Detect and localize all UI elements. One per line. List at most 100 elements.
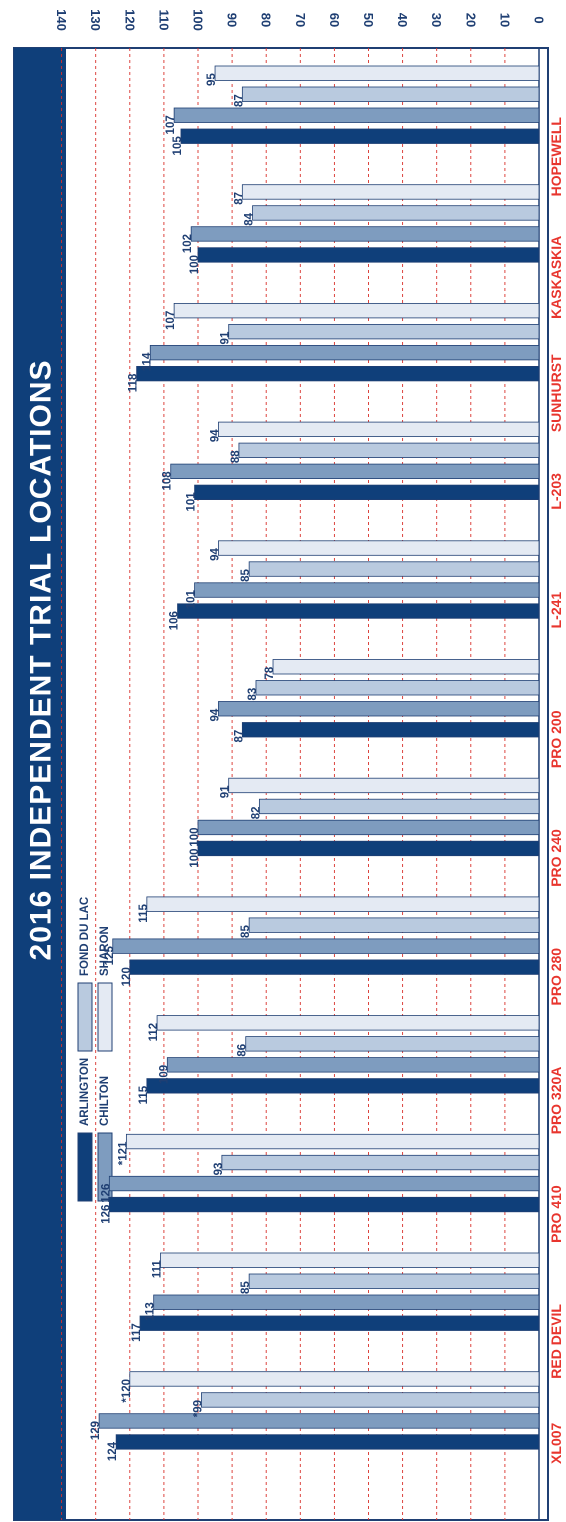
- legend-label: CHILTON: [99, 1076, 111, 1126]
- y-tick-label-top: 0: [532, 16, 547, 23]
- bar-value-label: 87: [233, 94, 245, 107]
- bar: [218, 421, 540, 438]
- bar-value-label: 111: [151, 1260, 163, 1279]
- legend-swatch: [77, 982, 93, 1052]
- bar: [146, 1078, 540, 1094]
- bar-value-label: 115: [138, 1085, 150, 1104]
- bar-value-label: 91: [220, 785, 232, 798]
- bar: [139, 1315, 540, 1331]
- bar-value-label: 100: [189, 827, 201, 846]
- bar: [197, 840, 540, 857]
- bar: [252, 205, 540, 221]
- y-tick-label-top: 100: [191, 9, 206, 31]
- bar: [112, 938, 540, 954]
- bar: [190, 226, 540, 242]
- bar: [197, 247, 540, 263]
- bar-value-label: 120: [121, 967, 133, 986]
- bar-value-label: 108: [162, 471, 174, 491]
- bar-value-label: 94: [209, 547, 221, 560]
- bar: [108, 1175, 540, 1192]
- bar: [194, 582, 540, 598]
- bar: [166, 1057, 540, 1073]
- bar: [258, 798, 540, 815]
- bar-value-label: 78: [264, 666, 276, 679]
- y-tick-label-top: 30: [429, 13, 444, 27]
- bar-value-label: 91: [220, 331, 232, 344]
- bar-value-label: 87: [233, 730, 245, 743]
- title-band: [14, 48, 66, 1520]
- bar-value-label: 126: [100, 1205, 112, 1224]
- bar: [245, 1036, 540, 1052]
- legend-label: ARLINGTON: [79, 1058, 91, 1126]
- bar: [201, 1392, 540, 1408]
- category-label: SUNHURST: [548, 354, 564, 432]
- bar: [241, 86, 540, 102]
- bar: [238, 442, 540, 459]
- category-label: RED DEVIL: [548, 1304, 564, 1379]
- bar-value-label: 113: [145, 1302, 157, 1321]
- bar: [255, 680, 540, 696]
- bar: [228, 323, 540, 340]
- bar-value-label: 85: [240, 1281, 252, 1294]
- y-tick-label-top: 130: [88, 9, 103, 31]
- category-label: PRO 200: [548, 710, 564, 768]
- y-tick-label-top: 10: [497, 13, 512, 27]
- bar: [218, 701, 540, 717]
- bar-value-label: 107: [165, 115, 177, 134]
- bar-value-label: *121: [117, 1141, 129, 1165]
- legend: ARLINGTON CHILTON FOND DU LAC SHARON: [77, 897, 113, 1202]
- bar: [214, 65, 540, 81]
- category-label: L-241: [548, 592, 564, 629]
- bar-value-label: 95: [206, 73, 218, 86]
- bar: [153, 1294, 540, 1310]
- bar: [241, 184, 540, 200]
- bar: [170, 463, 540, 480]
- bar-value-label: 85: [240, 568, 252, 581]
- bar: [125, 1133, 540, 1150]
- bar-value-label: 94: [209, 429, 221, 442]
- legend-label: SHARON: [99, 926, 111, 976]
- bar-value-label: 106: [169, 611, 181, 630]
- bar: [146, 896, 540, 912]
- bar-value-label: 107: [165, 311, 177, 330]
- legend-label: FOND DU LAC: [79, 897, 91, 976]
- bar-value-label: 118: [128, 373, 140, 392]
- y-tick-label-top: 120: [122, 9, 137, 31]
- category-label: XL007: [548, 1422, 564, 1463]
- bar: [160, 1252, 540, 1268]
- category-label: PRO 280: [548, 948, 564, 1006]
- bar: [218, 540, 540, 556]
- bar-value-label: 88: [230, 450, 242, 463]
- y-tick-label-top: 70: [293, 13, 308, 27]
- bar-value-label: 112: [148, 1023, 160, 1042]
- y-tick-label-top: 140: [54, 9, 69, 31]
- bar: [248, 917, 540, 933]
- category-label: PRO 240: [548, 829, 564, 887]
- bar: [272, 659, 540, 675]
- chart-title: 2016 INDEPENDENT TRIAL LOCATIONS: [25, 360, 58, 961]
- y-tick-label-top: 40: [395, 13, 410, 27]
- bar: [115, 1434, 540, 1450]
- bar-value-label: 101: [186, 589, 198, 609]
- bar-value-label: 86: [237, 1044, 249, 1057]
- bar: [173, 302, 540, 319]
- category-label: PRO 320A: [548, 1067, 564, 1135]
- bar: [108, 1196, 540, 1213]
- y-tick-label-top: 20: [463, 13, 478, 27]
- bar-value-label: 93: [213, 1163, 225, 1176]
- y-tick-label-top: 90: [225, 13, 240, 27]
- bar: [98, 1413, 540, 1429]
- bar-value-label: 117: [131, 1323, 143, 1342]
- category-label: L-203: [548, 473, 564, 510]
- bar: [248, 1273, 540, 1289]
- bar-value-label: 125: [104, 946, 116, 966]
- bar-value-label: 87: [233, 192, 245, 205]
- bar-value-label: 105: [172, 136, 184, 156]
- legend-swatch: [77, 1132, 93, 1202]
- bar-value-label: *99: [192, 1400, 204, 1417]
- bar: [177, 603, 540, 619]
- bar-value-label: 82: [250, 806, 262, 819]
- category-label: KASKASKIA: [548, 236, 564, 319]
- bar-value-label: 101: [186, 492, 198, 512]
